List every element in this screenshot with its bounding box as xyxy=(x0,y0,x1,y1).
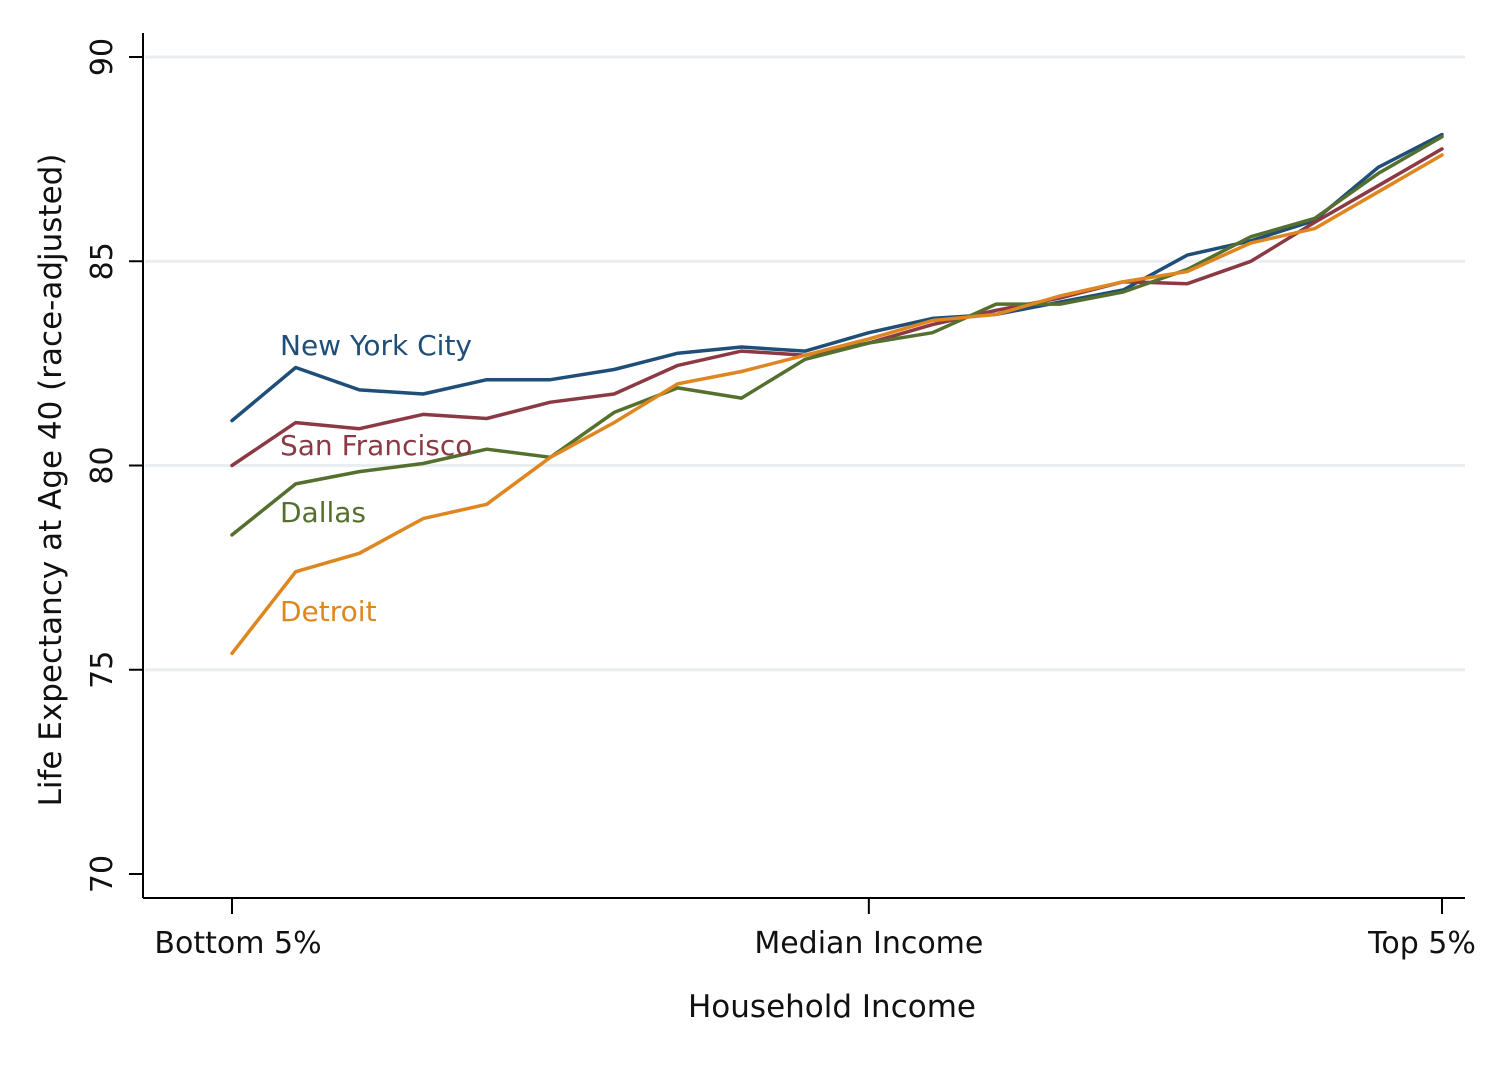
series-label-detroit: Detroit xyxy=(280,595,377,628)
axis-ticks: 70 75 80 85 90 Bottom 5% Median Income Top 5% xyxy=(85,38,1476,961)
y-axis-title: Life Expectancy at Age 40 (race-adjusted… xyxy=(33,154,69,807)
grid-lines xyxy=(145,55,1465,672)
series-lines xyxy=(230,132,1444,656)
x-tick-label: Bottom 5% xyxy=(154,926,321,961)
series-label-san-francisco: San Francisco xyxy=(280,429,472,462)
y-tick-label: 80 xyxy=(85,446,120,484)
series-label-new-york-city: New York City xyxy=(280,329,472,362)
series-labels: New York City San Francisco Dallas Detro… xyxy=(280,329,472,628)
series-line-detroit xyxy=(230,153,1444,656)
y-tick-label: 90 xyxy=(85,38,120,76)
x-axis-title: Household Income xyxy=(688,989,976,1025)
series-line-san-francisco xyxy=(230,147,1444,468)
y-tick-label: 75 xyxy=(85,651,120,689)
series-label-dallas: Dallas xyxy=(280,496,366,529)
x-tick-label: Top 5% xyxy=(1367,926,1476,961)
series-line-dallas xyxy=(230,134,1444,537)
x-tick-label: Median Income xyxy=(754,926,983,961)
y-tick-label: 85 xyxy=(85,242,120,280)
y-tick-label: 70 xyxy=(85,855,120,893)
series-line-new-york-city xyxy=(230,132,1444,423)
